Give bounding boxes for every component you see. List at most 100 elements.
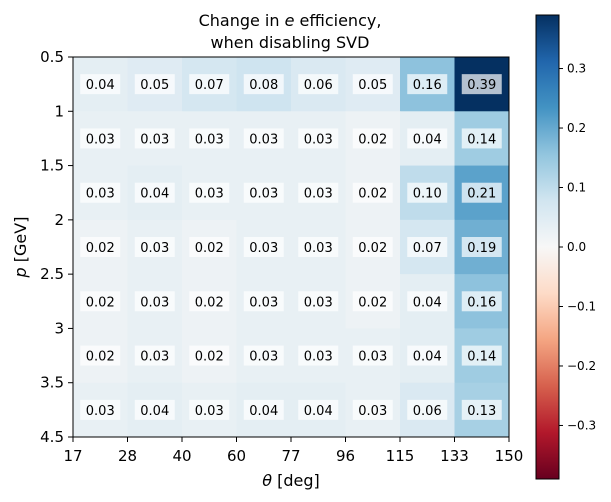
- colorbar-tick-label: 0.3: [567, 62, 586, 76]
- cell-value-label: 0.10: [413, 187, 442, 202]
- colorbar-ticks: −0.3 −0.2 −0.1 0.0 0.1 0.2 0.3: [559, 62, 596, 432]
- cell-label-box: [298, 74, 339, 95]
- cell-label-box: [407, 345, 448, 366]
- y-tick-label: 3: [54, 319, 64, 337]
- x-tick-label: 115: [386, 447, 415, 465]
- cell-value-label: 0.02: [195, 241, 224, 256]
- cell-value-label: 0.04: [140, 404, 169, 419]
- x-tick-label: 60: [227, 447, 246, 465]
- chart-title-line-1: Change in e efficiency,: [199, 11, 382, 30]
- cell-value-label: 0.03: [304, 187, 333, 202]
- y-tick-label: 3.5: [40, 374, 64, 392]
- cell-label-box: [352, 237, 393, 257]
- cell-label-box: [407, 128, 448, 149]
- y-tick-label: 1.5: [40, 157, 64, 175]
- cell-label-box: [80, 237, 121, 257]
- y-tick-label: 2: [54, 211, 64, 229]
- cell-value-label: 0.05: [140, 78, 169, 93]
- cell-value-label: 0.39: [467, 78, 496, 93]
- cell-label-box: [189, 128, 230, 149]
- cell-value-label: 0.13: [467, 404, 496, 419]
- cell-value-label: 0.03: [304, 295, 333, 310]
- cell-label-box: [189, 182, 230, 203]
- colorbar-tick-label: 0.1: [567, 181, 586, 195]
- cell-label-box: [80, 128, 121, 149]
- x-tick-label: 150: [495, 447, 524, 465]
- y-tick-label: 4.5: [40, 428, 64, 446]
- cell-value-label: 0.03: [86, 187, 115, 202]
- cell-label-box: [461, 237, 502, 257]
- x-tick-label: 28: [118, 447, 137, 465]
- cell-value-label: 0.03: [195, 132, 224, 147]
- cell-value-label: 0.04: [413, 295, 442, 310]
- cell-value-label: 0.19: [467, 241, 496, 256]
- cell-value-label: 0.05: [358, 78, 387, 93]
- cell-value-label: 0.06: [413, 404, 442, 419]
- cell-label-box: [189, 291, 230, 312]
- cell-value-label: 0.03: [358, 404, 387, 419]
- y-tick-label: 1: [54, 102, 64, 120]
- cell-label-box: [298, 291, 339, 312]
- cell-value-label: 0.03: [249, 295, 278, 310]
- cell-value-label: 0.14: [467, 132, 496, 147]
- cell-label-box: [298, 182, 339, 203]
- cell-value-label: 0.03: [358, 350, 387, 365]
- cell-value-label: 0.02: [195, 295, 224, 310]
- cell-value-label: 0.02: [358, 295, 387, 310]
- cell-label-box: [189, 74, 230, 95]
- cell-label-box: [243, 74, 284, 95]
- cell-label-box: [243, 182, 284, 203]
- cell-label-box: [134, 128, 175, 149]
- cell-value-label: 0.02: [86, 350, 115, 365]
- cell-value-label: 0.03: [249, 241, 278, 256]
- cell-value-label: 0.07: [413, 241, 442, 256]
- x-axis-label: θ [deg]: [262, 471, 320, 490]
- cell-label-box: [134, 399, 175, 420]
- cell-value-label: 0.16: [413, 78, 442, 93]
- cell-value-label: 0.03: [304, 241, 333, 256]
- colorbar-tick-label: 0.0: [567, 240, 586, 254]
- cell-label-box: [352, 128, 393, 149]
- colorbar-tick-label: 0.2: [567, 121, 586, 135]
- cell-value-label: 0.04: [304, 404, 333, 419]
- cell-label-box: [407, 237, 448, 257]
- cell-value-label: 0.03: [249, 350, 278, 365]
- cell-label-box: [189, 399, 230, 420]
- cell-label-box: [461, 345, 502, 366]
- cell-value-label: 0.21: [467, 187, 496, 202]
- cell-label-box: [189, 237, 230, 257]
- cell-label-box: [243, 128, 284, 149]
- cell-label-box: [407, 291, 448, 312]
- y-axis-ticks: 0.5 1 1.5 2 2.5 3 3.5 4.5: [40, 48, 73, 446]
- cell-value-label: 0.04: [413, 132, 442, 147]
- cell-label-box: [243, 291, 284, 312]
- cell-label-box: [80, 291, 121, 312]
- cell-label-box: [407, 399, 448, 420]
- cell-label-box: [243, 399, 284, 420]
- cell-label-box: [352, 345, 393, 366]
- chart-title-line-2: when disabling SVD: [211, 33, 370, 52]
- cell-label-box: [80, 182, 121, 203]
- y-axis-label: p [GeV]: [11, 217, 30, 279]
- cell-value-label: 0.04: [140, 187, 169, 202]
- cell-value-label: 0.04: [249, 404, 278, 419]
- cell-label-box: [461, 291, 502, 312]
- cell-value-label: 0.03: [195, 404, 224, 419]
- cell-value-label: 0.02: [358, 132, 387, 147]
- cell-value-label: 0.03: [304, 350, 333, 365]
- cell-label-box: [134, 74, 175, 95]
- x-axis-ticks: 17 28 40 60 77 96 115 133 150: [63, 437, 523, 465]
- cell-value-label: 0.03: [140, 350, 169, 365]
- cell-label-box: [461, 128, 502, 149]
- cell-label-box: [80, 399, 121, 420]
- cell-label-box: [134, 182, 175, 203]
- cell-label-box: [134, 345, 175, 366]
- cell-label-box: [298, 345, 339, 366]
- cell-value-label: 0.03: [140, 132, 169, 147]
- cell-label-box: [352, 291, 393, 312]
- cell-label-box: [298, 237, 339, 257]
- cell-value-label: 0.03: [86, 404, 115, 419]
- cell-label-box: [461, 182, 502, 203]
- cell-label-box: [243, 237, 284, 257]
- cell-value-label: 0.03: [249, 132, 278, 147]
